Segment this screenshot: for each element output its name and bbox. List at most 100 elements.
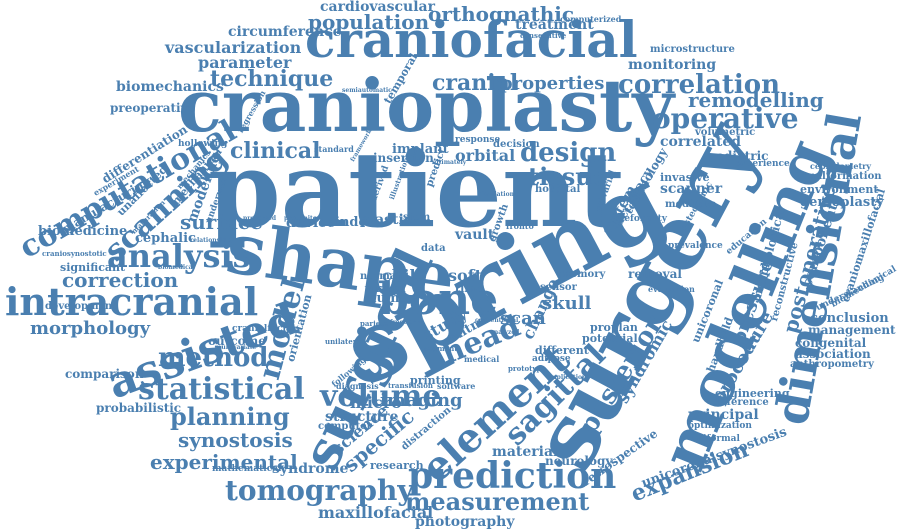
word-technique: technique [210, 66, 334, 92]
word-segment: segment [424, 344, 458, 353]
word-difference: difference [712, 397, 769, 408]
word-cranial: cranial [432, 70, 519, 96]
word-biomedicine: biomedicine [38, 224, 128, 239]
word-research: research [370, 459, 424, 472]
word-scanner: scanner [660, 181, 723, 197]
word-ultimately: ultimately [432, 159, 467, 166]
word-cranialfacial: cranialfacial [232, 324, 296, 334]
word-engineering: engineering [715, 387, 790, 400]
word-orbital: orbital [455, 146, 516, 165]
word-plastic: plastic [360, 212, 413, 228]
word-statistical: statistical [138, 372, 305, 407]
word-different: different [535, 344, 589, 357]
word-frequency: frequency [390, 319, 424, 326]
word-volume: volume [320, 379, 442, 414]
word-soft: soft [448, 266, 482, 285]
word-invasive: invasive [660, 171, 710, 184]
word-prediction: prediction [408, 455, 617, 497]
word-data: data [421, 243, 446, 254]
word-insertion: insertion [373, 151, 434, 165]
word-synostosis: synostosis [178, 428, 293, 452]
word-child: child [382, 266, 427, 285]
word-population: population [308, 10, 430, 34]
word-correlated: correlated [660, 134, 742, 150]
word-human: human [367, 291, 418, 306]
word-cephalometry: cephalometry [810, 161, 872, 171]
word-device: device [286, 215, 336, 231]
word-conclusion: conclusion [810, 311, 889, 326]
word-medical: medical [464, 354, 500, 364]
word-computer: computer [318, 421, 372, 432]
word-adipose: adipose [532, 354, 571, 364]
word-intracranial: intracranial [5, 279, 259, 324]
word-material: material [492, 444, 559, 460]
word-design: design [520, 138, 617, 168]
word-experimental: experimental [150, 450, 298, 474]
word-anthropometry: anthropometry [790, 359, 874, 370]
word-congenital: congenital [795, 336, 867, 350]
word-measurement: measurement [405, 487, 590, 516]
word-cranioplasty: cranioplasty [178, 63, 675, 148]
word-transfusion: transfusion [388, 381, 433, 390]
word-orthognathic: orthognathic [428, 2, 575, 26]
word-microstructure: microstructure [650, 44, 735, 55]
word-conventional: conventional [475, 317, 519, 324]
word-structure: structure [325, 409, 399, 425]
word-micro: micro [350, 393, 402, 412]
word-properties: properties [500, 73, 605, 94]
word-malformation: malformation [805, 171, 882, 182]
word-progenitor: progenitor [284, 215, 320, 222]
word-probabilistic: probabilistic [96, 401, 182, 415]
word-deformity: deformity [618, 214, 667, 224]
word-memory: memory [560, 269, 606, 280]
word-comparison: comparison [65, 367, 144, 381]
word-prototype: prototype [508, 364, 546, 373]
word-development: development [45, 301, 117, 312]
word-clinical: clinical [230, 138, 321, 164]
word-fronto: fronto [506, 221, 534, 231]
word-outcome: outcome [208, 334, 266, 348]
word-neurology: neurology [545, 454, 613, 468]
word-simulation: simulation [478, 191, 514, 198]
word-remodelling: remodelling [688, 88, 824, 112]
word-sensor: sensor [540, 282, 577, 293]
word-association: association [795, 347, 871, 361]
word-biomedical: biomedical [158, 264, 195, 271]
word-volumetric: volumetric [695, 127, 756, 138]
word-stem: stem [403, 212, 431, 223]
word-tomography: tomography [225, 474, 414, 507]
word-semiautomatic: semiautomatic [342, 87, 392, 94]
word-medicine: medicine [665, 199, 717, 210]
word-vascularization: vascularization [165, 38, 302, 57]
word-implant: implant [392, 142, 449, 157]
word-diagnosis: diagnosis [336, 381, 379, 391]
word-genioplasty: genioplasty [800, 195, 884, 210]
word-uniformal: uniformal [690, 434, 740, 444]
word-syndrome: syndrome [272, 461, 349, 477]
word-index: index [335, 215, 375, 230]
word-management: management [808, 323, 896, 337]
word-time: time [455, 282, 483, 295]
word-printing: printing [410, 374, 461, 387]
word-implication: implication [548, 374, 587, 381]
word-morphology: morphology [30, 318, 151, 339]
word-removal: removal [628, 267, 682, 281]
word-surface: surface [180, 210, 263, 234]
word-optimization: optimization [688, 421, 752, 431]
word-decision: decision [493, 139, 540, 150]
word-consecutive: consecutive [520, 31, 567, 40]
word-cephalic: cephalic [135, 231, 196, 246]
word-potential: potential [582, 332, 638, 345]
word-prevalence: prevalence [668, 241, 723, 251]
word-environment: environment [800, 183, 879, 196]
word-multivariate: multivariate [215, 344, 257, 351]
word-maxillofacial: maxillofacial [318, 503, 434, 522]
word-correlation: correlation [618, 70, 780, 100]
word-response: response [455, 135, 501, 145]
word-circumference: circumference [228, 24, 342, 40]
word-parietal: parietal [360, 319, 391, 328]
word-relationship: relationship [190, 237, 231, 244]
word-operative: operative [652, 102, 799, 135]
word-tissue: tissue [528, 162, 608, 191]
